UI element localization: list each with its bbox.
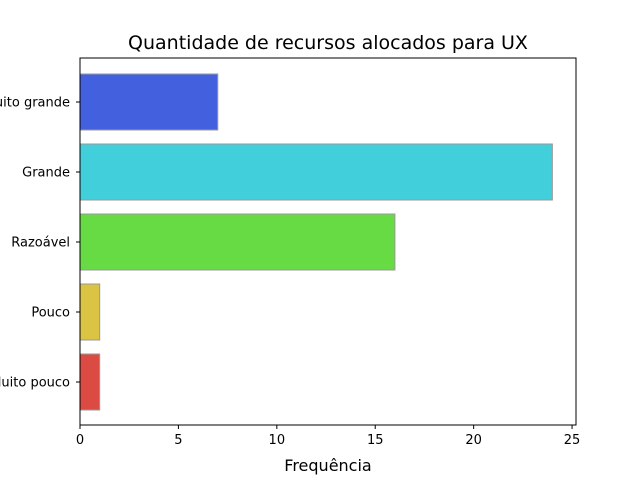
x-tick-label: 5 [174,433,182,448]
y-axis: Muito grande Grande Razoável Pouco Muito pou… [0,96,80,391]
y-tick-label: Muito pouco [0,376,70,391]
plot-frame [79,57,577,426]
x-tick-label: 10 [269,433,286,448]
x-tick-label: 15 [367,433,384,448]
chart-title: Quantidade de recursos alocados para UX [128,32,528,54]
x-tick-label: 25 [564,433,581,448]
x-tick-label: 20 [465,433,482,448]
x-tick-label: 0 [76,433,84,448]
bar [79,283,101,341]
bar [79,353,101,411]
y-tick-label: Pouco [31,306,70,321]
x-axis: 0 5 10 15 20 25 [76,425,580,448]
y-tick-label: Razoável [11,236,70,251]
x-axis-label: Frequência [284,456,371,475]
y-tick-label: Muito grande [0,96,70,111]
bars-group [79,73,553,411]
bar [79,213,396,271]
y-tick-label: Grande [22,166,70,181]
bar [79,143,553,201]
bar [79,73,219,131]
